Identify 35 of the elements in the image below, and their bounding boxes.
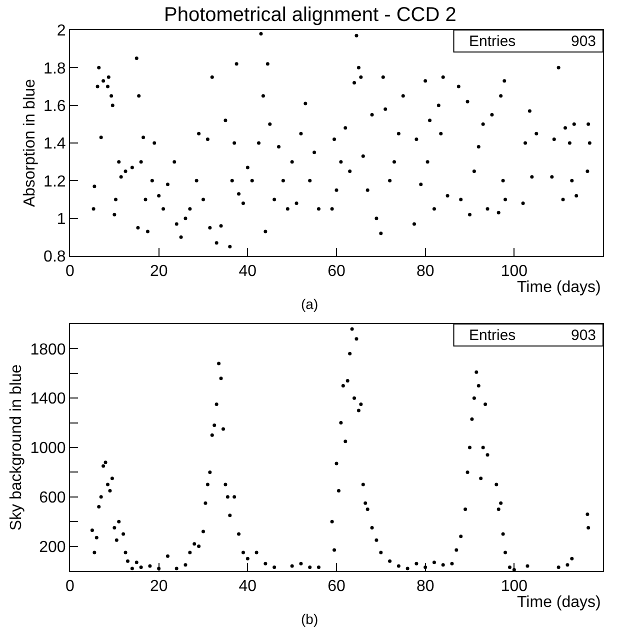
chart-title: Photometrical alignment - CCD 2 (164, 4, 456, 26)
y-tick-label: 200 (39, 538, 66, 556)
x-tick-label: 20 (150, 263, 168, 280)
y-tick-label: 1400 (30, 390, 66, 408)
text: (b) (301, 611, 318, 627)
y-tick-label: 1 (56, 210, 66, 228)
x-tick-label: 0 (66, 263, 75, 280)
x-tick-label: 0 (66, 578, 75, 596)
y-tick-label: 1.6 (44, 98, 66, 115)
annotation: 903 (571, 33, 596, 50)
x-tick-label: 60 (328, 578, 346, 596)
y-axis-title: Sky background in blue (8, 364, 26, 531)
x-tick-label: 80 (416, 263, 434, 280)
y-tick-label: 1000 (30, 440, 66, 458)
x-tick-label: 100 (500, 263, 528, 280)
annotation: Entries (469, 33, 516, 50)
x-tick-label: 80 (416, 578, 434, 596)
x-tick-label: 40 (238, 578, 257, 596)
x-tick-label: 100 (500, 578, 528, 596)
x-tick-label: 60 (328, 263, 346, 280)
x-axis-title: Time (days) (517, 594, 601, 611)
x-tick-label: 20 (150, 578, 168, 596)
y-tick-label: 1.4 (44, 136, 66, 153)
x-axis-title: Time (days) (517, 279, 601, 296)
y-tick-label: 1.2 (44, 173, 66, 190)
y-tick-label: 1.8 (44, 60, 66, 78)
x-tick-label: 40 (238, 263, 257, 280)
annotation: Entries (469, 327, 516, 344)
y-tick-label: 600 (39, 490, 66, 506)
y-tick-label: 1800 (30, 341, 66, 358)
y-tick-label: 2 (56, 22, 66, 40)
y-tick-label: 0.8 (44, 248, 66, 266)
text: (a) (301, 296, 318, 312)
annotation: 903 (571, 327, 596, 344)
y-axis-title: Absorption in blue (21, 78, 38, 208)
